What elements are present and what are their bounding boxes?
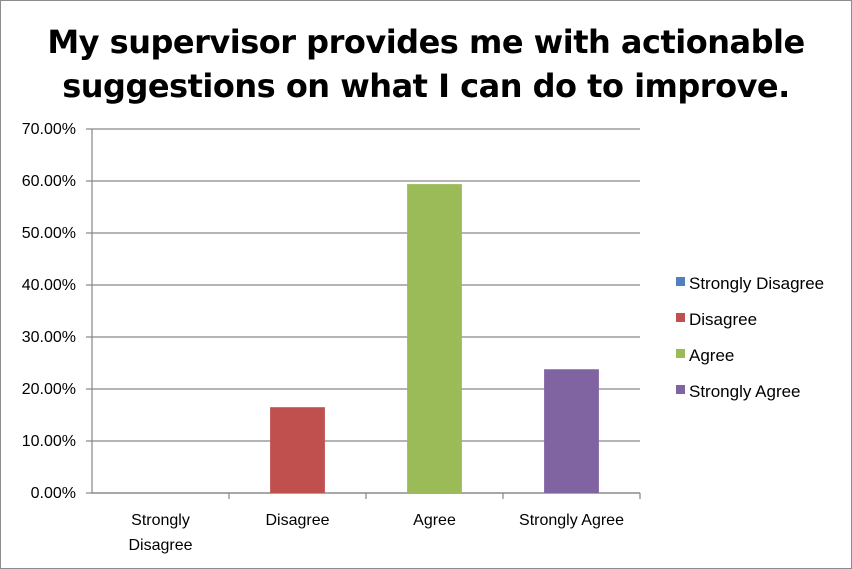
y-tick-label: 20.00% <box>22 381 76 398</box>
legend-label: Disagree <box>689 310 757 329</box>
legend-label: Strongly Disagree <box>689 274 824 293</box>
bar <box>270 407 325 493</box>
y-tick-label: 60.00% <box>22 173 76 190</box>
y-tick-label: 10.00% <box>22 433 76 450</box>
x-tick-label: Disagree <box>265 512 329 529</box>
y-tick-label: 40.00% <box>22 277 76 294</box>
chart-title-line-1: My supervisor provides me with actionabl… <box>47 23 805 61</box>
legend-swatch <box>676 349 685 358</box>
y-tick-label: 30.00% <box>22 329 76 346</box>
x-tick-label: Disagree <box>128 537 192 554</box>
chart-title-line-2: suggestions on what I can do to improve. <box>62 67 790 105</box>
legend-swatch <box>676 313 685 322</box>
x-tick-label: Strongly Agree <box>519 512 624 529</box>
legend-swatch <box>676 277 685 286</box>
legend-label: Agree <box>689 346 734 365</box>
legend-label: Strongly Agree <box>689 382 801 401</box>
y-tick-label: 50.00% <box>22 225 76 242</box>
x-tick-label: Agree <box>413 512 456 529</box>
y-tick-label: 0.00% <box>31 485 76 502</box>
y-tick-label: 70.00% <box>22 121 76 138</box>
legend-swatch <box>676 385 685 394</box>
bar <box>544 369 599 493</box>
x-tick-label: Strongly <box>131 512 190 529</box>
chart-title: My supervisor provides me with actionabl… <box>0 20 852 108</box>
bar <box>407 184 462 493</box>
